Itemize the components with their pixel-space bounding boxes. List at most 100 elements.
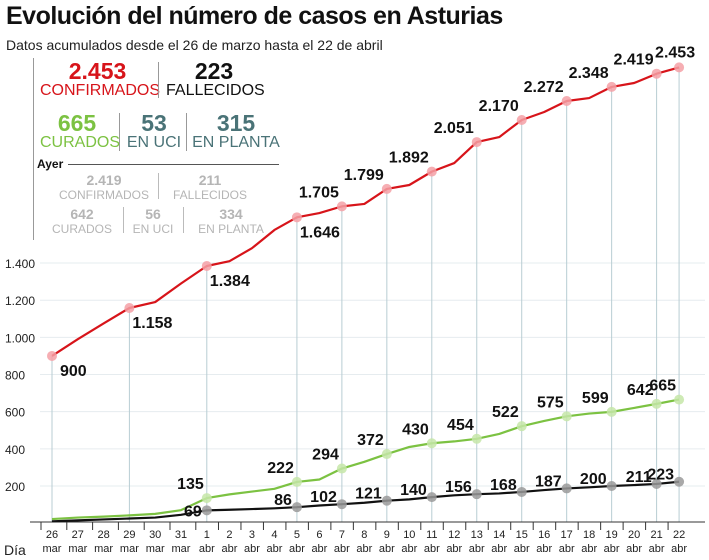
confirmed-point xyxy=(336,201,347,212)
recovered-point xyxy=(516,421,527,432)
x-tick-month: mar xyxy=(94,543,113,555)
x-tick-month: abr xyxy=(199,543,215,555)
yesterday-recovered-label: CURADOS xyxy=(51,222,112,236)
confirmed-point xyxy=(471,137,482,148)
yesterday-ward: 334 EN PLANTA xyxy=(192,207,270,237)
recovered-point xyxy=(674,394,685,405)
deaths-data-label: 86 xyxy=(274,492,292,509)
stat-deaths-value: 223 xyxy=(194,58,234,84)
stat-ward-label: EN PLANTA xyxy=(192,134,280,151)
y-tick-label: 600 xyxy=(5,406,25,420)
y-tick-label: 1.200 xyxy=(5,294,35,308)
deaths-point xyxy=(291,502,302,513)
recovered-data-label: 575 xyxy=(537,394,564,411)
confirmed-data-label: 2.051 xyxy=(434,120,474,137)
x-tick-month: abr xyxy=(289,543,305,555)
confirmed-point xyxy=(516,114,527,125)
x-tick-day: 17 xyxy=(561,529,573,541)
recovered-point xyxy=(291,476,302,487)
deaths-data-label: 223 xyxy=(647,467,674,484)
x-tick-month: abr xyxy=(469,543,485,555)
deaths-data-label: 156 xyxy=(445,479,472,496)
deaths-point xyxy=(426,492,437,503)
page-subtitle: Datos acumulados desde el 26 de marzo ha… xyxy=(6,37,383,53)
deaths-point xyxy=(471,489,482,500)
stat-icu: 53 EN UCI xyxy=(124,112,184,151)
page-title: Evolución del número de casos en Asturia… xyxy=(6,2,503,30)
x-tick-day: 29 xyxy=(123,529,135,541)
divider xyxy=(183,207,184,233)
deaths-point xyxy=(336,499,347,510)
x-tick-day: 27 xyxy=(72,529,84,541)
divider xyxy=(158,173,159,199)
x-tick-month: abr xyxy=(244,543,260,555)
x-tick-month: mar xyxy=(172,543,191,555)
x-tick-day: 11 xyxy=(426,529,437,541)
x-tick-month: abr xyxy=(491,543,507,555)
x-tick-month: abr xyxy=(581,543,597,555)
recovered-point xyxy=(381,449,392,460)
y-tick-label: 200 xyxy=(5,480,25,494)
yesterday-icu-value: 56 xyxy=(145,206,161,222)
x-tick-day: 5 xyxy=(294,529,300,541)
y-tick-label: 800 xyxy=(5,369,25,383)
y-tick-label: 1.000 xyxy=(5,331,35,345)
yesterday-ward-label: EN PLANTA xyxy=(198,222,264,236)
recovered-data-label: 642 xyxy=(627,382,654,399)
deaths-point xyxy=(561,483,572,494)
confirmed-point xyxy=(124,303,135,314)
x-tick-month: abr xyxy=(649,543,665,555)
confirmed-data-label: 2.272 xyxy=(524,79,564,96)
x-tick-month: mar xyxy=(146,543,165,555)
yesterday-recovered: 642 CURADOS xyxy=(50,207,114,237)
recovered-line xyxy=(51,398,680,521)
summary-divider xyxy=(33,58,34,240)
yesterday-heading: Ayer xyxy=(37,157,64,171)
confirmed-point xyxy=(606,81,617,92)
yesterday-deaths: 211 FALLECIDOS xyxy=(170,173,250,203)
x-tick-day: 6 xyxy=(316,529,322,541)
confirmed-data-label: 2.170 xyxy=(479,98,519,115)
confirmed-point xyxy=(291,212,302,223)
y-tick-label: 1.400 xyxy=(5,257,35,271)
divider xyxy=(158,62,159,98)
x-tick-day: 22 xyxy=(673,529,685,541)
confirmed-point xyxy=(651,68,662,79)
recovered-point xyxy=(426,438,437,449)
yesterday-icu-label: EN UCI xyxy=(132,222,174,236)
yesterday-icu: 56 EN UCI xyxy=(128,207,178,237)
stat-confirmed: 2.453 CONFIRMADOS xyxy=(40,58,160,99)
yesterday-rule xyxy=(68,164,279,165)
x-tick-day: 30 xyxy=(149,529,161,541)
deaths-point xyxy=(651,478,662,489)
deaths-data-label: 211 xyxy=(626,469,652,486)
x-tick-day: 1 xyxy=(204,529,210,541)
stat-icu-value: 53 xyxy=(141,110,167,136)
divider xyxy=(123,207,124,233)
recovered-data-label: 522 xyxy=(492,404,519,421)
x-tick-month: abr xyxy=(626,543,642,555)
y-tick-label: 400 xyxy=(5,443,25,457)
stat-ward: 315 EN PLANTA xyxy=(190,112,282,151)
x-tick-month: abr xyxy=(379,543,395,555)
x-tick-month: abr xyxy=(401,543,417,555)
x-tick-day: 26 xyxy=(46,529,58,541)
confirmed-point xyxy=(381,183,392,194)
yesterday-recovered-value: 642 xyxy=(70,206,94,222)
yesterday-confirmed-value: 2.419 xyxy=(86,172,122,188)
x-tick-day: 14 xyxy=(493,529,505,541)
x-tick-month: abr xyxy=(266,543,282,555)
stat-icu-label: EN UCI xyxy=(126,134,182,151)
x-tick-day: 16 xyxy=(538,529,550,541)
deaths-data-label: 102 xyxy=(310,489,337,506)
divider xyxy=(186,113,187,151)
recovered-data-label: 454 xyxy=(447,417,474,434)
deaths-data-label: 140 xyxy=(400,482,427,499)
x-tick-day: 18 xyxy=(583,529,595,541)
x-tick-day: 4 xyxy=(271,529,277,541)
x-tick-day: 10 xyxy=(403,529,415,541)
deaths-data-label: 168 xyxy=(490,477,517,494)
stat-confirmed-value: 2.453 xyxy=(68,58,127,84)
x-tick-month: abr xyxy=(334,543,350,555)
